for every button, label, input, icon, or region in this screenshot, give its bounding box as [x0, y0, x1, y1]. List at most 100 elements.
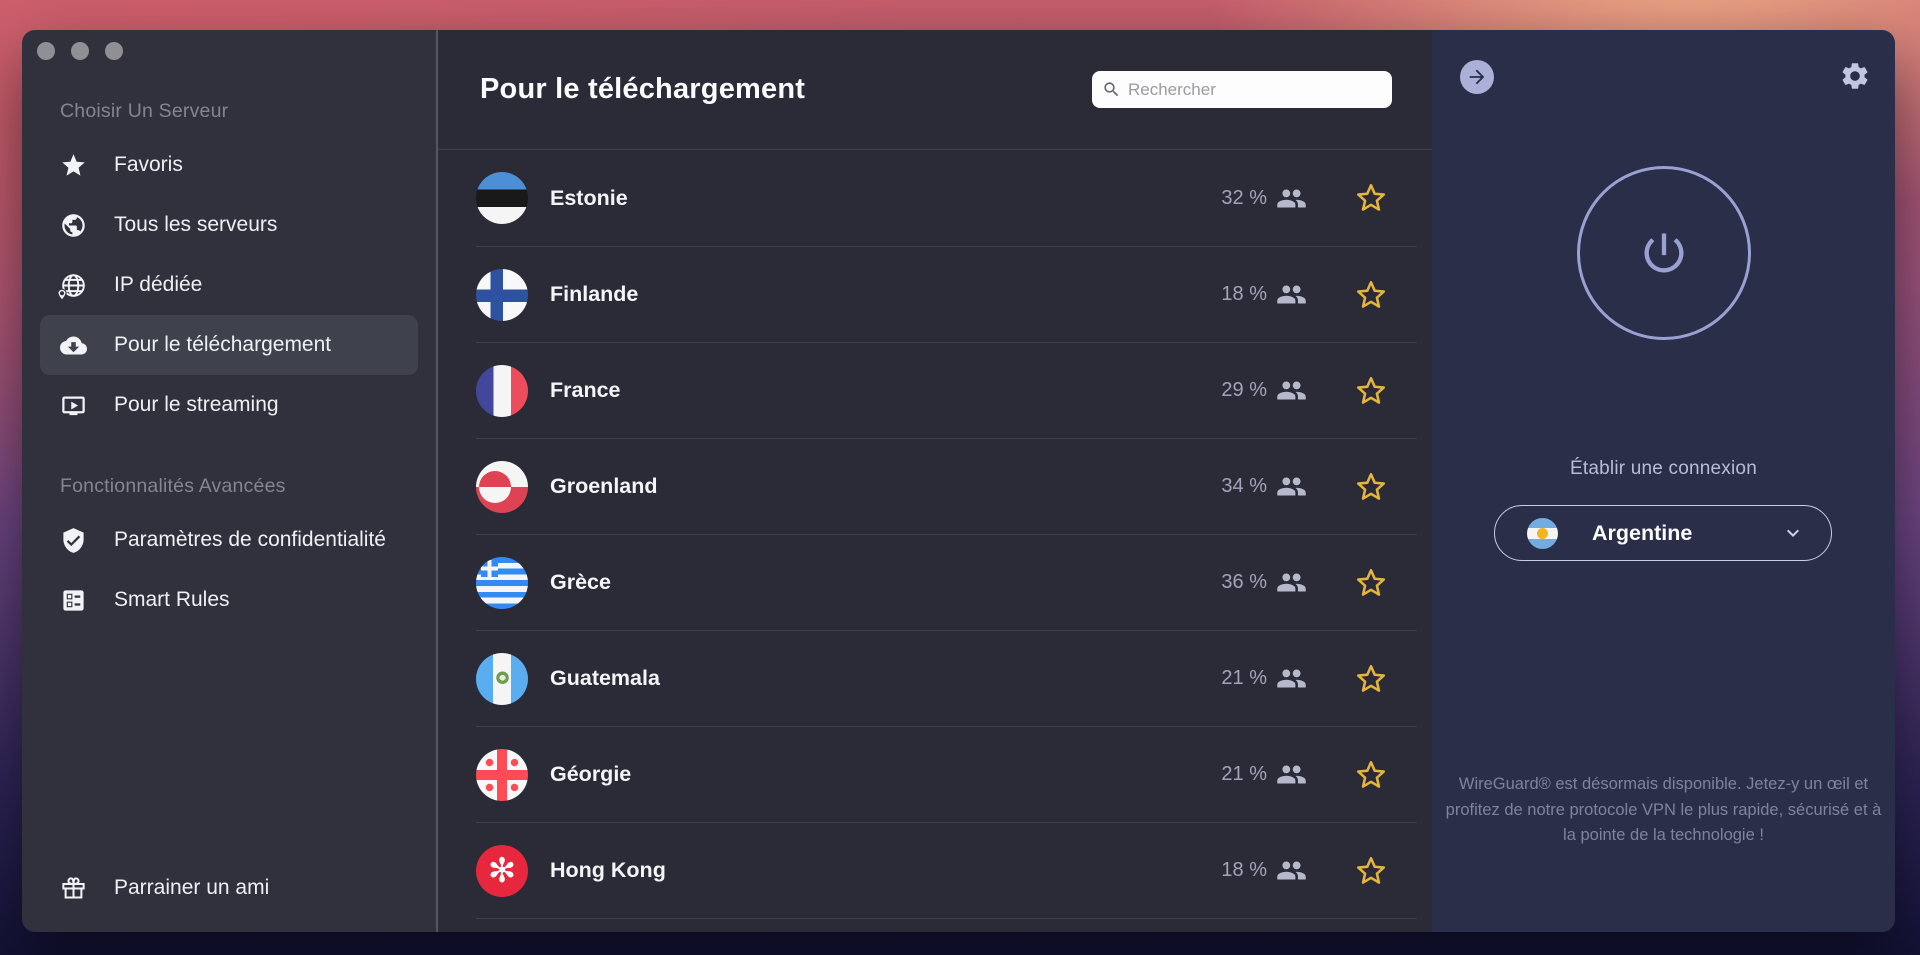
chevron-down-icon	[1787, 529, 1799, 537]
users-icon	[1276, 663, 1307, 694]
server-list: Estonie 32 % Finlande 18 % France 29 %	[438, 150, 1432, 932]
argentina-flag-icon	[1527, 517, 1558, 549]
wireguard-promo-text: WireGuard® est désormais disponible. Jet…	[1445, 775, 1882, 845]
server-load-percent: 18 %	[1221, 859, 1267, 881]
connection-panel: Établir une connexion Argentine WireGuar…	[1432, 30, 1895, 932]
arrow-right-icon	[1469, 69, 1485, 85]
users-icon	[1276, 279, 1307, 310]
users-icon	[1276, 759, 1307, 790]
rules-icon	[60, 587, 87, 614]
star-outline-icon	[1356, 280, 1386, 308]
location-pin-icon	[55, 288, 69, 302]
country-flag-icon	[476, 844, 528, 897]
server-row[interactable]: France 29 %	[476, 342, 1417, 438]
country-name: Groenland	[550, 474, 658, 498]
search-icon	[1104, 82, 1119, 97]
sidebar-item-smart-rules[interactable]: Smart Rules	[40, 570, 418, 630]
sidebar-item-label: Parrainer un ami	[114, 876, 270, 899]
country-flag-icon	[476, 460, 528, 513]
sidebar-item-pour-le-streaming[interactable]: Pour le streaming	[40, 375, 418, 435]
favorite-star-button[interactable]	[1353, 757, 1389, 793]
window-controls	[22, 42, 436, 60]
sidebar-item-label: Smart Rules	[114, 588, 230, 611]
country-name: France	[550, 378, 621, 402]
star-outline-icon	[1356, 856, 1386, 884]
country-flag-icon	[476, 652, 528, 705]
users-icon	[1276, 855, 1307, 886]
favorite-star-button[interactable]	[1353, 277, 1389, 313]
server-row[interactable]: Hongrie 49 %	[476, 918, 1417, 932]
server-list-panel: Pour le téléchargement Estonie 32 % Finl…	[438, 30, 1432, 932]
connect-power-button[interactable]	[1576, 166, 1751, 340]
sidebar-item-label: Paramètres de confidentialité	[114, 528, 386, 551]
country-name: Finlande	[550, 282, 639, 306]
server-row[interactable]: Géorgie 21 %	[476, 726, 1417, 822]
favorite-star-button[interactable]	[1353, 180, 1389, 216]
star-outline-icon	[1356, 760, 1386, 788]
gift-icon	[60, 875, 87, 902]
zoom-button[interactable]	[105, 42, 123, 60]
sidebar-item-favoris[interactable]: Favoris	[40, 135, 418, 195]
favorite-star-button[interactable]	[1353, 661, 1389, 697]
country-name: Hong Kong	[550, 858, 666, 882]
server-load-percent: 36 %	[1221, 571, 1267, 593]
gear-icon	[1842, 63, 1868, 89]
users-icon	[1276, 567, 1307, 598]
users-icon	[1276, 375, 1307, 406]
sidebar-section-advanced: Fonctionnalités Avancées	[60, 475, 286, 497]
sidebar-item-ip-dediee[interactable]: IP dédiée	[40, 255, 418, 315]
search-box	[1092, 71, 1392, 108]
close-button[interactable]	[37, 42, 55, 60]
server-row[interactable]: Groenland 34 %	[476, 438, 1417, 534]
play-screen-icon	[60, 392, 87, 419]
users-icon	[1276, 183, 1307, 214]
sidebar-item-parametres-confidentialite[interactable]: Paramètres de confidentialité	[40, 510, 418, 570]
server-load-percent: 18 %	[1221, 283, 1267, 305]
server-row[interactable]: Hong Kong 18 %	[476, 822, 1417, 918]
server-row[interactable]: Finlande 18 %	[476, 246, 1417, 342]
favorite-star-button[interactable]	[1353, 565, 1389, 601]
country-name: Grèce	[550, 570, 611, 594]
sidebar-item-parrainer-un-ami[interactable]: Parrainer un ami	[40, 858, 418, 918]
sidebar-item-pour-le-telechargement[interactable]: Pour le téléchargement	[40, 315, 418, 375]
globe-icon	[60, 212, 87, 239]
server-list-header: Pour le téléchargement	[438, 30, 1432, 150]
power-icon	[1644, 233, 1683, 273]
sidebar-section-choose-server: Choisir Un Serveur	[60, 100, 229, 122]
star-outline-icon	[1356, 376, 1386, 404]
country-flag-icon	[476, 556, 528, 609]
sidebar: Choisir Un Serveur Favoris Tous les serv…	[22, 30, 438, 932]
star-icon	[60, 152, 87, 179]
sidebar-item-tous-les-serveurs[interactable]: Tous les serveurs	[40, 195, 418, 255]
favorite-star-button[interactable]	[1353, 469, 1389, 505]
server-load-percent: 21 %	[1221, 763, 1267, 785]
sidebar-item-label: IP dédiée	[114, 273, 203, 296]
favorite-star-button[interactable]	[1353, 853, 1389, 889]
collapse-panel-button[interactable]	[1460, 60, 1494, 94]
server-load-percent: 21 %	[1221, 667, 1267, 689]
minimize-button[interactable]	[71, 42, 89, 60]
country-flag-icon	[476, 364, 528, 417]
sidebar-item-label: Tous les serveurs	[114, 213, 278, 236]
sidebar-item-label: Favoris	[114, 153, 183, 176]
country-select-dropdown[interactable]: Argentine	[1494, 505, 1832, 561]
country-name: Guatemala	[550, 666, 660, 690]
favorite-star-button[interactable]	[1353, 373, 1389, 409]
search-input[interactable]	[1128, 79, 1382, 100]
server-row[interactable]: Grèce 36 %	[476, 534, 1417, 630]
country-flag-icon	[476, 748, 528, 801]
sidebar-item-label: Pour le téléchargement	[114, 333, 332, 356]
server-load-percent: 32 %	[1221, 186, 1267, 209]
page-title: Pour le téléchargement	[480, 73, 806, 105]
country-name: Géorgie	[550, 762, 632, 786]
vpn-app-window: Choisir Un Serveur Favoris Tous les serv…	[22, 30, 1895, 932]
star-outline-icon	[1356, 568, 1386, 596]
cloud-download-icon	[60, 332, 87, 359]
settings-button[interactable]	[1839, 60, 1871, 92]
country-flag-icon	[476, 172, 528, 224]
server-row[interactable]: Estonie 32 %	[476, 150, 1417, 246]
star-outline-icon	[1356, 183, 1386, 211]
server-load-percent: 34 %	[1221, 475, 1267, 497]
country-flag-icon	[476, 268, 528, 321]
server-row[interactable]: Guatemala 21 %	[476, 630, 1417, 726]
